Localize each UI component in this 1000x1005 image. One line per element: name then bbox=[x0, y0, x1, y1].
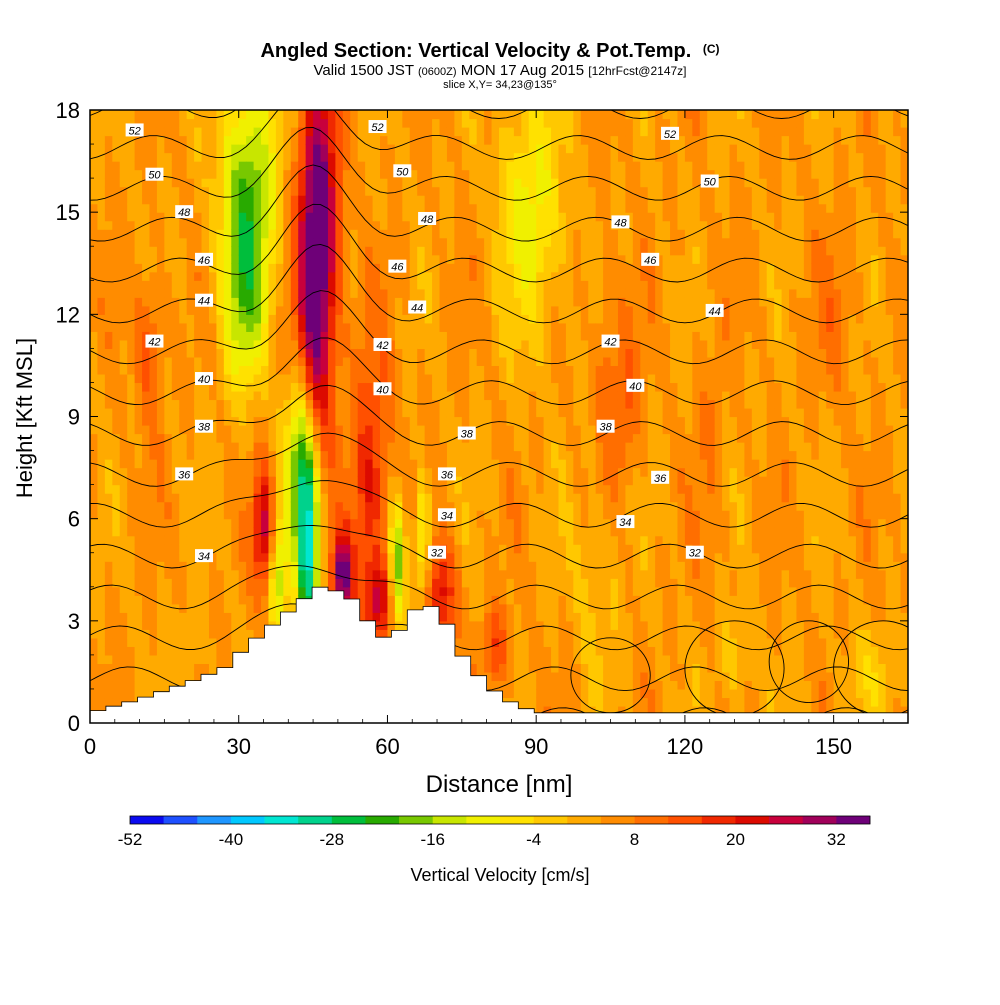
colorbar-swatch bbox=[231, 816, 265, 824]
theta-contour-label: 40 bbox=[626, 379, 644, 393]
theta-contour-label: 52 bbox=[126, 123, 144, 137]
x-axis-label: Distance [nm] bbox=[426, 771, 573, 798]
theta-contour-label: 34 bbox=[438, 508, 456, 522]
y-tick-label: 15 bbox=[56, 200, 80, 225]
subtitle-valid: Valid 1500 JST bbox=[313, 62, 418, 79]
colorbar-tick-label: 32 bbox=[827, 830, 846, 849]
theta-contour-label: 32 bbox=[686, 546, 704, 560]
colorbar-tick-label: -40 bbox=[219, 830, 244, 849]
theta-contour-label: 38 bbox=[597, 420, 615, 434]
theta-contour-label: 50 bbox=[393, 164, 411, 178]
colorbar-swatch bbox=[668, 816, 702, 824]
theta-contour-label: 48 bbox=[175, 205, 193, 219]
theta-contour-label: 44 bbox=[195, 294, 213, 308]
colorbar-swatch bbox=[500, 816, 534, 824]
theta-contour-label: 40 bbox=[195, 372, 213, 386]
theta-contour-label: 38 bbox=[458, 427, 476, 441]
x-tick-label: 30 bbox=[226, 734, 250, 759]
colorbar-tick-label: -16 bbox=[420, 830, 445, 849]
colorbar-swatch bbox=[164, 816, 198, 824]
x-tick-label: 0 bbox=[84, 734, 96, 759]
colorbar-swatch bbox=[769, 816, 803, 824]
colorbar: -52 -40 -28 -16 -4 8 20 32 bbox=[118, 816, 871, 849]
theta-contour-line bbox=[90, 805, 908, 854]
theta-contour-label: 42 bbox=[602, 335, 620, 349]
theta-contour-label: 50 bbox=[701, 175, 719, 189]
theta-contour-label: 40 bbox=[373, 382, 391, 396]
theta-contour-line bbox=[90, 722, 908, 772]
theta-contour-label: 34 bbox=[616, 515, 634, 529]
subtitle-utc: (0600Z) bbox=[418, 66, 457, 78]
theta-contour-label: 46 bbox=[641, 253, 659, 267]
theta-contour-label: 52 bbox=[369, 120, 387, 134]
theta-contour-label: 32 bbox=[428, 546, 446, 560]
theta-contour-label: 36 bbox=[175, 467, 193, 481]
colorbar-swatch bbox=[534, 816, 568, 824]
colorbar-tick-label: -28 bbox=[320, 830, 345, 849]
colorbar-swatch bbox=[702, 816, 736, 824]
theta-contour-line bbox=[90, 892, 908, 936]
colorbar-swatch bbox=[365, 816, 399, 824]
theta-contour-label: 42 bbox=[373, 338, 391, 352]
y-tick-label: 6 bbox=[68, 507, 80, 532]
colorbar-tick-label: -4 bbox=[526, 830, 541, 849]
colorbar-swatch bbox=[836, 816, 870, 824]
theta-contour-label: 42 bbox=[145, 335, 163, 349]
theta-contour-label: 38 bbox=[195, 420, 213, 434]
x-tick-label: 150 bbox=[815, 734, 852, 759]
colorbar-label: Vertical Velocity [cm/s] bbox=[410, 865, 589, 885]
colorbar-swatch bbox=[466, 816, 500, 824]
theta-contour-label: 34 bbox=[195, 549, 213, 563]
theta-contour-label: 36 bbox=[438, 467, 456, 481]
theta-contour-label: 44 bbox=[706, 304, 724, 318]
svg-text:Angled Section: Vertical Veloc: Angled Section: Vertical Velocity & Pot.… bbox=[260, 40, 719, 62]
theta-contour-label: 50 bbox=[145, 168, 163, 182]
theta-contour-label: 46 bbox=[388, 260, 406, 274]
y-axis-label: Height [Kft MSL] bbox=[12, 338, 37, 498]
theta-contour-label: 52 bbox=[661, 127, 679, 141]
colorbar-swatch bbox=[399, 816, 433, 824]
chart-title: Angled Section: Vertical Velocity & Pot.… bbox=[260, 40, 691, 62]
subtitle-date: MON 17 Aug 2015 bbox=[457, 62, 589, 79]
colorbar-swatch bbox=[803, 816, 837, 824]
colorbar-tick-label: 20 bbox=[726, 830, 745, 849]
theta-contour-label: 36 bbox=[651, 471, 669, 485]
theta-contour-line bbox=[90, 0, 908, 37]
y-tick-label: 3 bbox=[68, 609, 80, 634]
x-tick-label: 90 bbox=[524, 734, 548, 759]
x-tick-label: 120 bbox=[667, 734, 704, 759]
y-tick-label: 18 bbox=[56, 98, 80, 123]
y-tick-label: 0 bbox=[68, 711, 80, 736]
colorbar-swatch bbox=[298, 816, 332, 824]
slice-label: slice X,Y= 34,23@135° bbox=[443, 79, 557, 91]
theta-contour-label: 46 bbox=[195, 253, 213, 267]
theta-contour-label: 44 bbox=[408, 301, 426, 315]
theta-contour-label: 48 bbox=[611, 215, 629, 229]
subtitle-forecast: [12hrFcst@2147z] bbox=[588, 64, 686, 78]
x-tick-label: 60 bbox=[375, 734, 399, 759]
colorbar-tick-label: -52 bbox=[118, 830, 143, 849]
colorbar-swatch bbox=[635, 816, 669, 824]
chart-subtitle: Valid 1500 JST (0600Z) MON 17 Aug 2015 [… bbox=[313, 62, 686, 79]
y-tick-label: 9 bbox=[68, 405, 80, 430]
colorbar-swatch bbox=[197, 816, 231, 824]
colorbar-swatch bbox=[735, 816, 769, 824]
colorbar-swatch bbox=[265, 816, 299, 824]
colorbar-tick-label: 8 bbox=[630, 830, 639, 849]
chart-title-unit: (C) bbox=[703, 42, 720, 56]
theta-contour-label: 48 bbox=[418, 212, 436, 226]
colorbar-swatch bbox=[601, 816, 635, 824]
colorbar-swatch bbox=[433, 816, 467, 824]
theta-contour-line bbox=[90, 937, 908, 977]
vertical-velocity-field bbox=[90, 110, 909, 724]
y-tick-label: 12 bbox=[56, 302, 80, 327]
colorbar-swatch bbox=[332, 816, 366, 824]
colorbar-swatch bbox=[567, 816, 601, 824]
colorbar-swatch bbox=[130, 816, 164, 824]
